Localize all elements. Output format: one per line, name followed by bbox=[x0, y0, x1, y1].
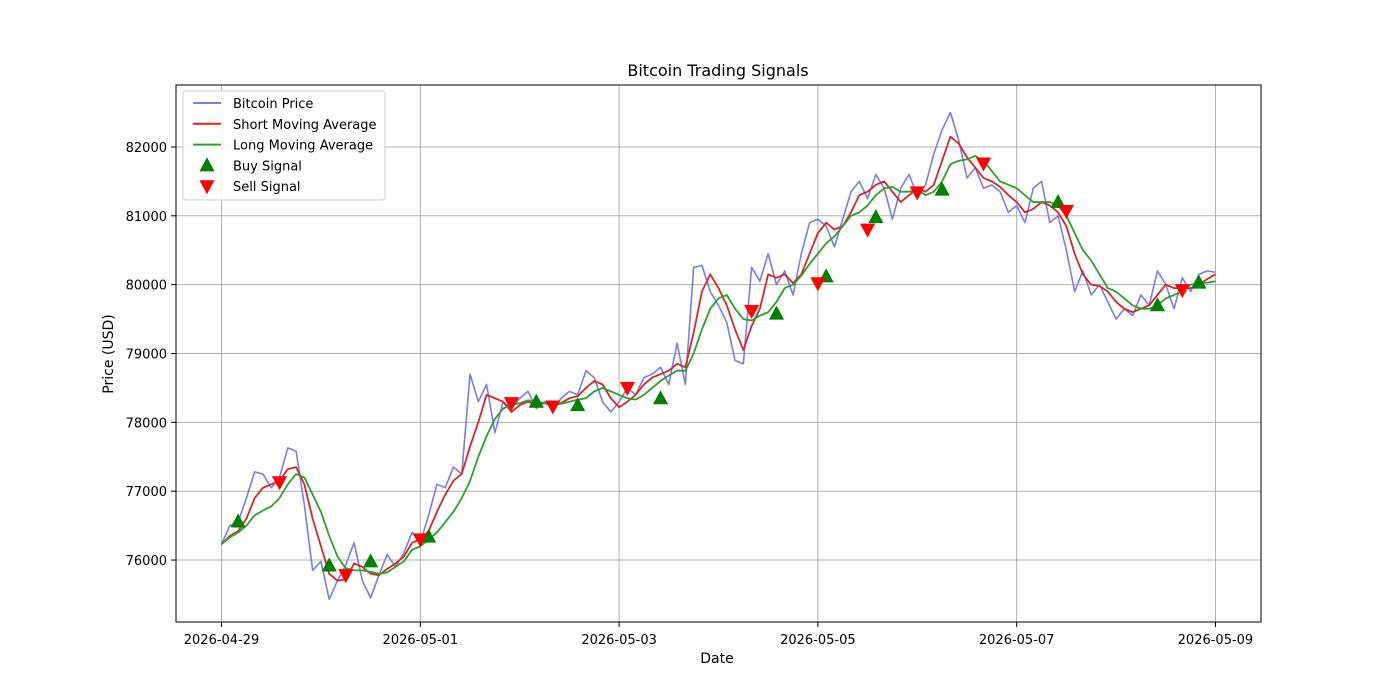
x-tick-label: 2026-05-03 bbox=[581, 633, 657, 648]
buy-signal-marker bbox=[363, 553, 379, 568]
plot-area bbox=[220, 111, 1216, 601]
legend-label-short-moving-average: Short Moving Average bbox=[233, 118, 377, 133]
sell-signal-marker bbox=[1174, 284, 1190, 299]
sell-signal-marker bbox=[810, 277, 826, 292]
legend-box bbox=[182, 90, 386, 201]
legend-swatch-sell-signal bbox=[199, 180, 215, 195]
bitcoin-price-line bbox=[220, 111, 1216, 601]
x-tick-label: 2026-05-05 bbox=[780, 633, 856, 648]
legend-label-sell-signal: Sell Signal bbox=[233, 180, 301, 195]
buy-signal-marker bbox=[421, 528, 437, 543]
sell-signal-marker bbox=[1058, 204, 1074, 219]
x-axis-title: Date bbox=[700, 651, 733, 667]
grid bbox=[176, 85, 1261, 622]
sell-signal-marker bbox=[503, 397, 520, 412]
x-tick-label: 2026-05-09 bbox=[1178, 633, 1254, 648]
chart-title: Bitcoin Trading Signals bbox=[627, 61, 808, 80]
sell-signal-marker bbox=[859, 223, 876, 238]
buy-signal-marker bbox=[652, 390, 669, 405]
y-tick-label: 79000 bbox=[126, 348, 167, 363]
buy-signal-marker bbox=[321, 557, 337, 572]
x-tick-label: 2026-04-29 bbox=[184, 633, 260, 648]
legend-label-buy-signal: Buy Signal bbox=[233, 159, 302, 174]
y-tick-label: 77000 bbox=[126, 485, 167, 500]
y-axis-title: Price (USD) bbox=[101, 314, 117, 393]
sell-signal-marker bbox=[338, 569, 354, 584]
buy-signal-marker bbox=[868, 209, 884, 224]
sell-signal-marker bbox=[619, 381, 635, 396]
y-tick-label: 78000 bbox=[126, 416, 167, 431]
buy-signal-marker bbox=[528, 393, 544, 408]
x-tick-label: 2026-05-01 bbox=[383, 633, 459, 648]
buy-signal-marker bbox=[768, 305, 785, 320]
y-tick-label: 76000 bbox=[126, 554, 167, 569]
sell-signal-marker bbox=[744, 304, 760, 319]
axis-ticks: 2026-04-29 2026-05-01 2026-05-03 2026-05-05… bbox=[126, 141, 1254, 648]
long-moving-average-line bbox=[220, 155, 1216, 575]
y-tick-label: 82000 bbox=[126, 141, 167, 156]
sell-signal-marker bbox=[271, 476, 288, 491]
legend-label-bitcoin-price: Bitcoin Price bbox=[233, 97, 313, 112]
sell-signal-marker bbox=[975, 157, 992, 172]
buy-signal-marker bbox=[230, 513, 246, 528]
buy-signal-marker bbox=[1191, 274, 1207, 289]
buy-signal-marker bbox=[1149, 297, 1166, 312]
y-tick-label: 80000 bbox=[126, 279, 167, 294]
x-tick-label: 2026-05-07 bbox=[979, 633, 1055, 648]
buy-signal-marker bbox=[934, 181, 950, 196]
short-moving-average-line bbox=[220, 135, 1216, 582]
sell-signal-marker bbox=[545, 400, 561, 415]
y-tick-label: 81000 bbox=[126, 210, 167, 225]
legend-label-long-moving-average: Long Moving Average bbox=[233, 139, 373, 154]
legend: Bitcoin Price Short Moving Average Long Mo… bbox=[182, 90, 386, 201]
legend-swatch-buy-signal bbox=[199, 157, 215, 172]
buy-signal-marker bbox=[570, 397, 586, 412]
sell-signal-marker bbox=[909, 186, 925, 201]
buy-signal-marker bbox=[1050, 194, 1066, 209]
sell-signal-marker bbox=[412, 533, 428, 548]
